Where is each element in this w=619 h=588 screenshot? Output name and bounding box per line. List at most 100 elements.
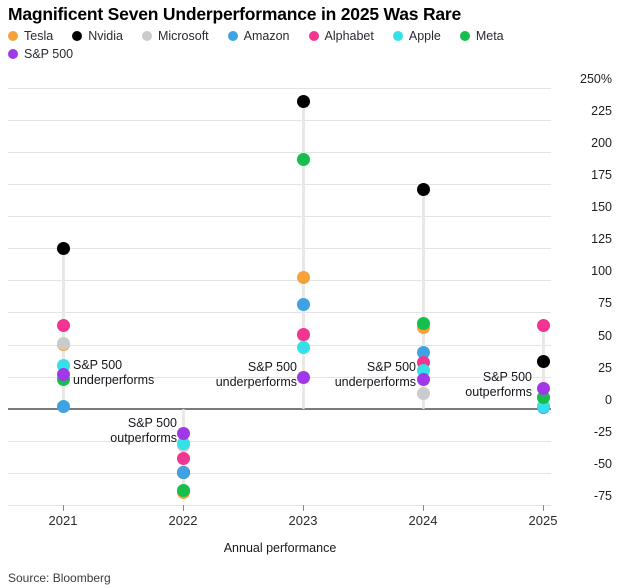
legend-item-microsoft: Microsoft: [141, 29, 209, 43]
annotation-line: S&P 500: [482, 370, 532, 384]
legend-dot-nvidia: [72, 31, 83, 41]
legend-label: Apple: [408, 29, 441, 43]
data-point-alphabet: [296, 327, 310, 341]
data-point-amazon: [176, 466, 190, 480]
data-point-apple: [176, 436, 190, 450]
data-point-meta: [176, 484, 190, 498]
annotation-line: S&P 500: [127, 416, 177, 430]
data-point-meta: [416, 317, 430, 331]
legend-label: Meta: [475, 29, 504, 43]
gridline: [8, 216, 551, 218]
data-point-s-p-500: [536, 381, 550, 395]
legend-item-amazon: Amazon: [227, 29, 290, 43]
x-axis-tick: [423, 505, 424, 511]
chart-title: Magnificent Seven Underperformance in 20…: [8, 4, 462, 24]
legend-label: Microsoft: [157, 29, 209, 43]
data-point-alphabet: [536, 318, 550, 332]
source-credit: Source: Bloomberg: [8, 571, 111, 585]
y-axis-label: -75: [593, 489, 612, 503]
chart-annotation-2021: S&P 500 underperforms: [73, 358, 154, 388]
legend-item-tesla: Tesla: [8, 29, 53, 43]
x-axis-tick: [543, 505, 544, 511]
gridline: [8, 376, 551, 378]
x-axis-label: 2024: [408, 513, 438, 528]
lollipop-stem: [301, 101, 305, 409]
annotation-line: underperforms: [73, 373, 155, 387]
gridline: [8, 472, 551, 474]
data-point-amazon: [416, 345, 430, 359]
data-point-s-p-500: [56, 367, 70, 381]
gridline: [8, 505, 551, 506]
legend-label: S&P 500: [24, 47, 74, 61]
legend-dot-alphabet: [308, 31, 319, 41]
x-axis-tick: [303, 505, 304, 511]
y-axis-label: -50: [593, 456, 612, 471]
y-axis-label: 25: [598, 360, 612, 375]
gridline: [8, 119, 551, 121]
gridline: [8, 312, 551, 314]
data-point-s-p-500: [296, 371, 310, 385]
chart-annotation-2022: S&P 500 outperforms: [110, 416, 177, 446]
y-axis-label: 225: [591, 103, 612, 118]
chart-annotation-2024: S&P 500 underperforms: [335, 360, 416, 390]
legend-label: Amazon: [243, 29, 290, 43]
annotation-line: underperforms: [334, 375, 416, 389]
legend-dot-microsoft: [141, 31, 152, 41]
y-axis-label: 200: [591, 135, 612, 150]
data-point-s-p-500: [416, 372, 430, 386]
y-axis-label: 50: [598, 328, 612, 343]
data-point-nvidia: [416, 182, 430, 196]
zero-baseline: [8, 407, 551, 411]
data-point-nvidia: [56, 241, 70, 255]
y-axis-label: 150: [591, 200, 612, 215]
x-axis-label: 2022: [168, 513, 198, 528]
data-point-s-p-500: [176, 426, 190, 440]
legend-label: Tesla: [24, 29, 54, 43]
x-axis-label: 2021: [48, 513, 78, 528]
y-axis-label: 100: [591, 264, 612, 279]
legend-dot-apple: [392, 31, 403, 41]
legend-dot-tesla: [8, 31, 18, 41]
x-axis-tick: [183, 505, 184, 511]
legend-item-meta: Meta: [459, 29, 504, 43]
x-axis-title: Annual performance: [223, 541, 337, 555]
legend-item-apple: Apple: [392, 29, 441, 43]
legend-label: Alphabet: [324, 29, 374, 43]
legend-item-s-p-500: S&P 500: [8, 47, 73, 61]
annotation-line: S&P 500: [366, 360, 416, 374]
data-point-amazon: [296, 298, 310, 312]
x-axis-label: 2023: [288, 513, 318, 528]
data-point-tesla: [296, 271, 310, 285]
legend-item-nvidia: Nvidia: [72, 29, 123, 43]
legend-dot-meta: [459, 31, 470, 41]
data-point-alphabet: [56, 318, 70, 332]
y-axis-label: 175: [591, 168, 612, 182]
data-point-apple: [296, 340, 310, 354]
chart-annotation-2025: S&P 500 outperforms: [465, 370, 532, 400]
y-axis-label: 125: [591, 232, 612, 247]
chart-annotation-2023: S&P 500 underperforms: [216, 360, 297, 390]
gridline: [8, 344, 551, 346]
legend-dot-amazon: [227, 31, 238, 41]
annotation-line: S&P 500: [247, 360, 297, 374]
legend-dot-s-p-500: [8, 49, 18, 59]
gridline: [8, 440, 551, 442]
data-point-nvidia: [296, 95, 310, 109]
annotation-line: S&P 500: [73, 358, 123, 372]
data-point-microsoft: [416, 386, 430, 400]
gridline: [8, 184, 551, 185]
data-point-microsoft: [56, 336, 70, 350]
gridline: [8, 151, 551, 153]
x-axis-label: 2025: [528, 513, 558, 528]
annotation-line: outperforms: [465, 385, 532, 399]
lollipop-stem: [421, 189, 425, 409]
y-axis-label: 0: [605, 392, 612, 407]
data-point-nvidia: [536, 354, 550, 368]
y-axis-label: 75: [598, 296, 612, 311]
legend-label: Nvidia: [88, 29, 123, 43]
gridline: [8, 248, 551, 250]
annotation-line: outperforms: [110, 431, 177, 445]
y-axis-label: 250%: [580, 71, 612, 86]
data-point-amazon: [56, 399, 70, 413]
